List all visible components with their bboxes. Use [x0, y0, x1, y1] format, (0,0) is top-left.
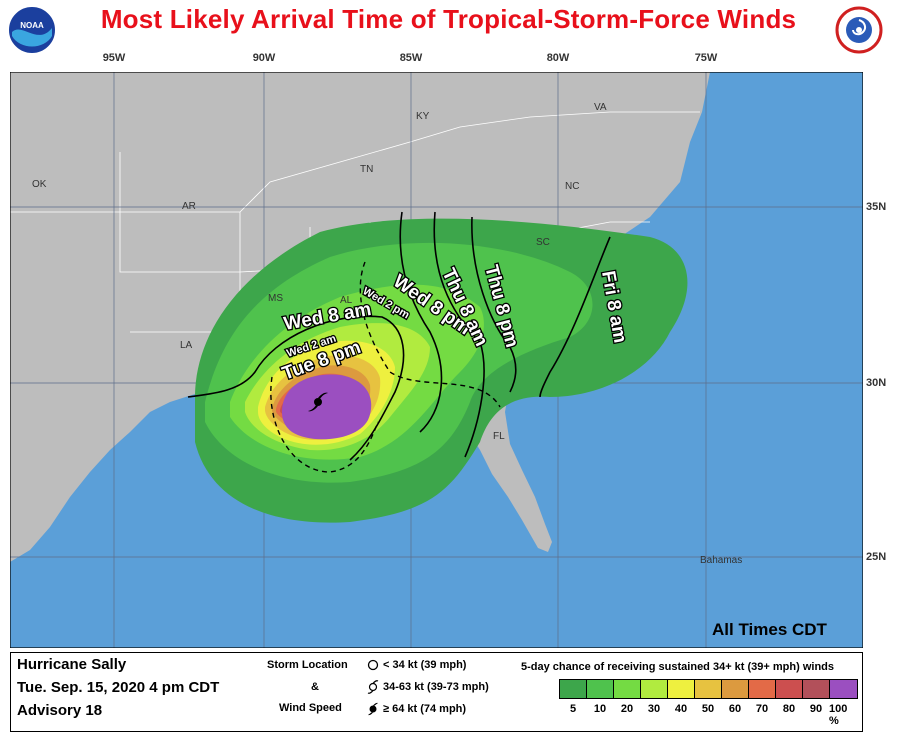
- latitude-label: 30N: [866, 377, 887, 389]
- longitude-label: 90W: [252, 52, 276, 64]
- state-label: AR: [182, 201, 196, 212]
- legend-swatch: [749, 680, 776, 698]
- legend-tick-label: 5: [569, 703, 577, 715]
- arrival-contours: [187, 211, 611, 461]
- state-label: MS: [268, 293, 283, 304]
- legend-tick-label: 20: [620, 703, 634, 715]
- longitude-label: 95W: [102, 52, 126, 64]
- legend-tick-label: 90: [809, 703, 823, 715]
- time-zone-note: All Times CDT: [712, 620, 827, 639]
- legend-swatch: [641, 680, 668, 698]
- state-label: Bahamas: [700, 555, 742, 566]
- hurricane-icon: [308, 392, 328, 412]
- hurricane-icon: [368, 702, 378, 716]
- state-label: NC: [565, 181, 579, 192]
- tropical-storm-icon: [367, 680, 379, 694]
- legend-tick-label: 30: [647, 703, 661, 715]
- legend-tick-label: 40: [674, 703, 688, 715]
- storm-name: Hurricane Sally: [17, 656, 127, 673]
- storm-symbol-label: ≥ 64 kt (74 mph): [383, 703, 467, 715]
- state-label: OK: [32, 179, 47, 190]
- state-label: FL: [493, 431, 505, 442]
- legend-swatch: [614, 680, 641, 698]
- state-label: SC: [536, 237, 550, 248]
- open-circle-icon: [367, 659, 379, 671]
- state-label: TN: [360, 164, 373, 175]
- nws-logo: [835, 6, 883, 54]
- legend-tick-label: 50: [701, 703, 715, 715]
- legend-ticks: 5 10 20 30 40 50 60 70 80 90 100 %: [551, 703, 871, 727]
- storm-symbol-row: 34-63 kt (39-73 mph): [367, 680, 489, 694]
- advisory-number: Advisory 18: [17, 702, 103, 719]
- legend-swatch: [830, 680, 857, 698]
- storm-symbol-label: < 34 kt (39 mph): [383, 659, 467, 671]
- storm-date: Tue. Sep. 15, 2020 4 pm CDT: [17, 679, 220, 696]
- legend-title: 5-day chance of receiving sustained 34+ …: [521, 661, 834, 673]
- longitude-label: 75W: [694, 52, 718, 64]
- svg-text:NOAA: NOAA: [20, 21, 44, 30]
- state-label: LA: [180, 340, 193, 351]
- state-label: VA: [594, 102, 607, 113]
- legend-swatch: [803, 680, 830, 698]
- noaa-logo: NOAA: [9, 7, 55, 53]
- wind-speed-title: Wind Speed: [279, 702, 342, 714]
- storm-symbol-row: < 34 kt (39 mph): [367, 658, 466, 672]
- latitude-label: 35N: [866, 201, 887, 213]
- legend-swatch: [776, 680, 803, 698]
- longitude-label: 80W: [546, 52, 570, 64]
- legend-tick-label: 100 %: [829, 703, 848, 727]
- legend-swatch: [722, 680, 749, 698]
- legend-tick-label: 10: [593, 703, 607, 715]
- state-label: KY: [416, 111, 430, 122]
- legend-swatch: [587, 680, 614, 698]
- info-panel: Hurricane Sally Tue. Sep. 15, 2020 4 pm …: [10, 652, 863, 732]
- storm-location-title: Storm Location: [267, 659, 348, 671]
- longitude-label: 85W: [399, 52, 423, 64]
- probability-legend: [559, 679, 858, 699]
- storm-symbol-row: ≥ 64 kt (74 mph): [367, 702, 466, 716]
- legend-tick-label: 60: [728, 703, 742, 715]
- state-label: AL: [340, 295, 353, 306]
- arrival-contours-dashed: [270, 261, 501, 473]
- legend-swatch: [695, 680, 722, 698]
- legend-tick-label: 70: [755, 703, 769, 715]
- forecast-map: OK AR MS AL LA TN KY VA NC SC FL Bahamas…: [10, 72, 863, 648]
- prob-100-outer: [282, 374, 372, 440]
- storm-symbol-label: 34-63 kt (39-73 mph): [383, 681, 489, 693]
- legend-tick-label: 80: [782, 703, 796, 715]
- map-title: Most Likely Arrival Time of Tropical-Sto…: [100, 4, 797, 34]
- latitude-label: 25N: [866, 551, 887, 563]
- storm-location-amp: &: [311, 681, 319, 693]
- legend-swatch: [668, 680, 695, 698]
- legend-swatch: [560, 680, 587, 698]
